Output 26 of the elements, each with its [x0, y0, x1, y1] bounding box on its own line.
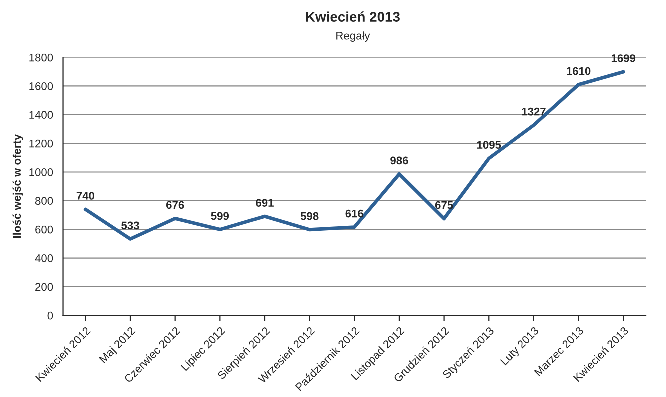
y-tick-label: 200 [36, 283, 54, 292]
y-tick-label: 600 [36, 226, 54, 234]
data-label: 533 [122, 222, 140, 230]
data-label: 598 [300, 212, 319, 220]
y-tick-label: 1400 [30, 111, 54, 120]
data-label: 1610 [567, 67, 591, 76]
y-axis-title: Ilość wejść w oferty [12, 134, 24, 238]
data-label: 675 [435, 201, 454, 210]
data-label: 676 [166, 201, 184, 210]
y-tick-label: 800 [35, 197, 54, 206]
chart-title: Kwiecień 2013 [306, 12, 400, 22]
chart-subtitle: Regały [336, 32, 370, 42]
y-tick-label: 400 [35, 254, 54, 262]
y-tick-label: 1200 [30, 140, 54, 148]
data-label: 986 [390, 156, 408, 165]
y-tick-label: 1600 [30, 82, 54, 90]
y-tick-label: 1800 [30, 54, 54, 62]
y-tick-label: 1000 [30, 168, 54, 176]
data-label: 740 [76, 192, 94, 200]
data-label: 1699 [612, 54, 636, 62]
data-label: 599 [211, 212, 230, 220]
data-label: 616 [346, 210, 364, 218]
data-label: 1095 [477, 141, 502, 150]
y-tick-label: 0 [48, 312, 54, 320]
data-label: 1327 [522, 108, 546, 116]
data-label: 691 [256, 199, 274, 207]
